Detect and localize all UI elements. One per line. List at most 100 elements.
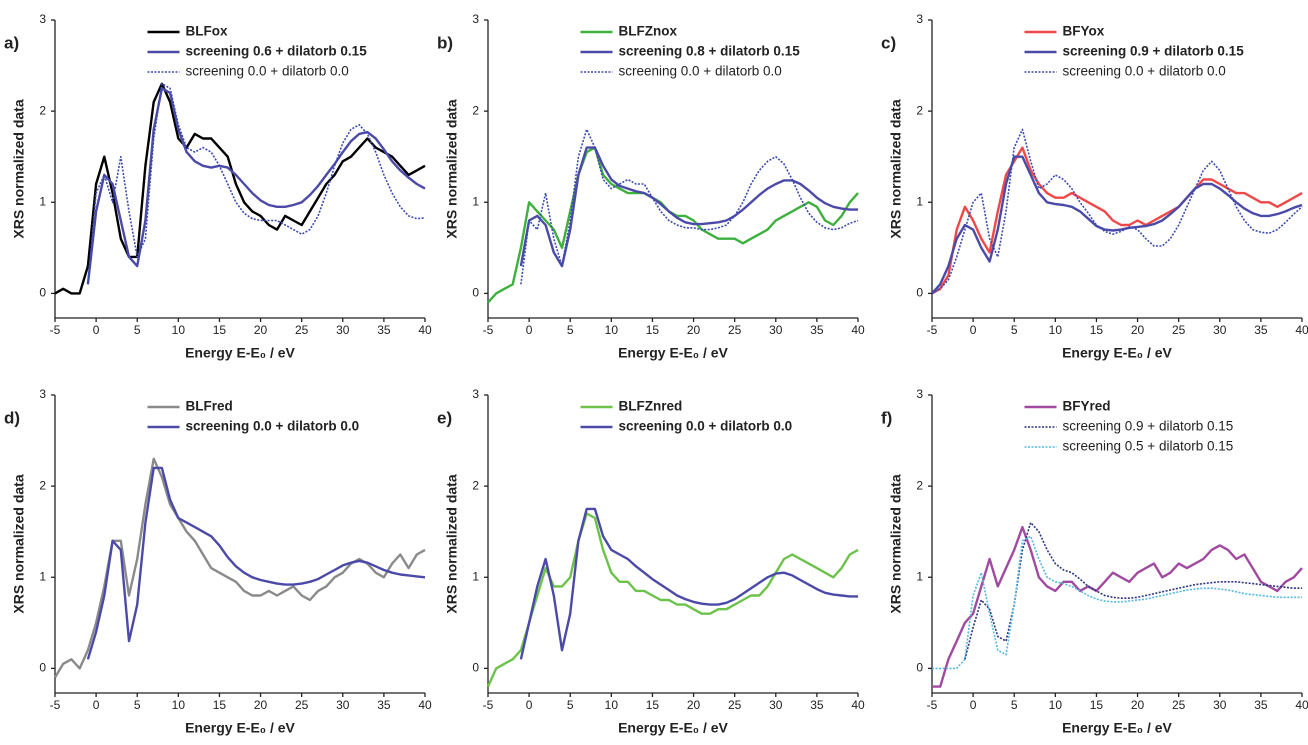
x-tick-label: 40 [1295,323,1308,337]
x-tick-label: 20 [1131,323,1145,337]
legend-label: screening 0.9 + dilatorb 0.15 [1063,44,1245,59]
y-tick-label: 3 [472,12,479,26]
data-line [931,146,1303,295]
x-tick-label: 30 [769,323,783,337]
x-tick-label: 40 [1295,698,1308,712]
x-tick-label: 5 [134,698,141,712]
x-tick-label: 0 [93,323,100,337]
legend-label: screening 0.0 + dilatorb 0.0 [619,64,782,79]
x-tick-label: 0 [526,698,533,712]
x-tick-label: -5 [927,323,938,337]
y-tick-label: 3 [916,12,923,26]
y-tick-label: 0 [916,661,923,675]
panel-label: f) [881,408,892,427]
data-line [519,146,858,268]
x-tick-label: 40 [851,698,865,712]
y-axis-label: XRS normalized data [11,474,27,613]
y-tick-label: 0 [39,286,46,300]
x-tick-label: 15 [646,698,660,712]
x-tick-label: 30 [1213,323,1227,337]
data-line [520,128,859,285]
x-tick-label: 25 [1172,698,1186,712]
x-tick-label: 20 [1131,698,1145,712]
x-tick-label: 20 [254,698,268,712]
x-tick-label: 10 [605,698,619,712]
legend-label: BLFZnred [619,399,683,414]
x-tick-label: 10 [605,323,619,337]
y-axis-label: XRS normalized data [888,99,904,238]
legend-label: screening 0.0 + dilatorb 0.0 [186,64,349,79]
x-axis-label: Energy E-E₀ / eV [618,720,728,736]
x-tick-label: 5 [567,698,574,712]
legend-label: screening 0.0 + dilatorb 0.0 [619,419,793,434]
y-tick-label: 2 [916,103,923,117]
data-line [932,535,1302,670]
data-line [87,83,426,285]
y-axis-label: XRS normalized data [444,99,460,238]
x-tick-label: 25 [295,323,309,337]
legend-label: BLFox [186,24,228,39]
panel: b) -5 0 5 10 15 20 25 30 35 40 0 1 2 3 Energy E-E₀ / eV… [437,12,865,361]
y-tick-label: 2 [39,103,46,117]
x-axis-label: Energy E-E₀ / eV [185,345,295,361]
x-tick-label: -5 [50,323,61,337]
x-tick-label: 30 [1213,698,1227,712]
x-tick-label: 15 [646,323,660,337]
x-axis-label: Energy E-E₀ / eV [185,720,295,736]
y-axis-label: XRS normalized data [888,474,904,613]
panel-label: e) [437,408,452,427]
legend-label: screening 0.0 + dilatorb 0.0 [186,419,360,434]
x-tick-label: 10 [172,698,186,712]
y-tick-label: 1 [916,194,923,208]
x-tick-label: 35 [377,698,391,712]
y-tick-label: 3 [916,387,923,401]
y-tick-label: 3 [472,387,479,401]
legend-label: BFYox [1063,24,1105,39]
legend-label: BLFZnox [619,24,678,39]
y-tick-label: 1 [916,569,923,583]
x-tick-label: 30 [336,323,350,337]
x-tick-label: 35 [1254,323,1268,337]
data-line [86,466,426,660]
y-tick-label: 0 [39,661,46,675]
x-tick-label: 25 [728,698,742,712]
x-tick-label: 15 [1090,323,1104,337]
panel: e) -5 0 5 10 15 20 25 30 35 40 0 1 2 3 Energy E-E₀ / eV… [437,387,865,736]
y-tick-label: 1 [472,194,479,208]
x-axis-label: Energy E-E₀ / eV [1062,345,1172,361]
y-tick-label: 1 [39,194,46,208]
y-tick-label: 0 [472,286,479,300]
y-tick-label: 0 [472,661,479,675]
x-tick-label: -5 [483,323,494,337]
x-tick-label: 20 [687,698,701,712]
panel: c) -5 0 5 10 15 20 25 30 35 40 0 1 2 3 Energy E-E₀ / eV… [881,12,1308,361]
legend-label: screening 0.9 + dilatorb 0.15 [1063,419,1234,434]
y-tick-label: 3 [39,12,46,26]
data-line [86,87,426,285]
x-tick-label: 5 [1011,698,1018,712]
x-tick-label: 25 [728,323,742,337]
data-line [931,128,1303,295]
legend-label: screening 0.6 + dilatorb 0.15 [186,44,368,59]
x-tick-label: 35 [810,698,824,712]
y-tick-label: 0 [916,286,923,300]
x-tick-label: -5 [927,698,938,712]
legend-label: screening 0.0 + dilatorb 0.0 [1063,64,1226,79]
x-tick-label: -5 [50,698,61,712]
x-tick-label: 10 [1049,323,1063,337]
data-line [931,155,1303,295]
y-tick-label: 1 [472,569,479,583]
panel-label: a) [4,33,19,52]
y-tick-label: 2 [916,478,923,492]
x-tick-label: 35 [377,323,391,337]
x-tick-label: 0 [970,698,977,712]
panel-label: d) [4,408,20,427]
legend-label: BFYred [1063,399,1111,414]
x-axis-label: Energy E-E₀ / eV [618,345,728,361]
y-axis-label: XRS normalized data [11,99,27,238]
data-line [486,512,859,688]
y-tick-label: 2 [39,478,46,492]
x-tick-label: 25 [295,698,309,712]
x-tick-label: 40 [851,323,865,337]
x-tick-label: 20 [254,323,268,337]
